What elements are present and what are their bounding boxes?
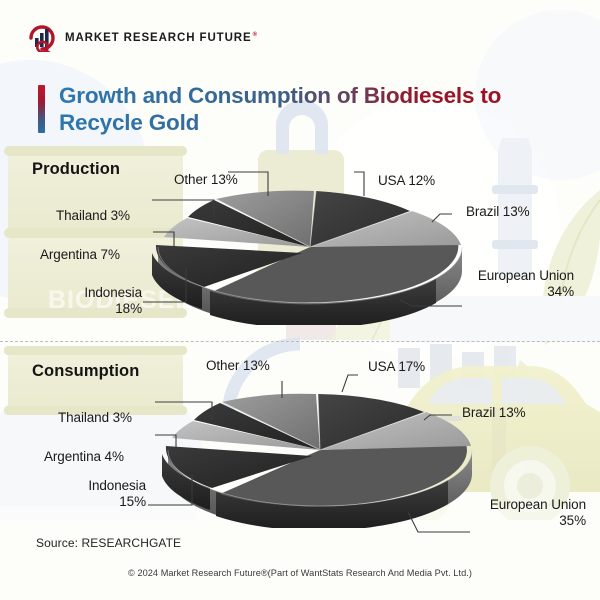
section-title-production: Production xyxy=(32,160,121,178)
callout-consumption-brazil: Brazil 13% xyxy=(462,405,526,420)
callout-production-argentina: Argentina 7% xyxy=(40,247,120,262)
section-title-consumption: Consumption xyxy=(32,362,140,380)
callout-consumption-european-union-value: 35% xyxy=(559,512,586,528)
callout-consumption-argentina: Argentina 4% xyxy=(44,449,124,464)
brand-name: MARKET RESEARCH FUTURE® xyxy=(65,32,258,44)
registered-mark: ® xyxy=(252,32,258,39)
brand-logo[interactable]: MARKET RESEARCH FUTURE® xyxy=(28,24,258,56)
pie-chart-production xyxy=(150,175,470,325)
callout-production-european-union: European Union 34% xyxy=(434,268,574,300)
callout-consumption-indonesia-value: 15% xyxy=(119,493,146,509)
callout-production-indonesia-value: 18% xyxy=(115,300,142,316)
callout-consumption-indonesia: Indonesia 15% xyxy=(34,478,146,510)
callout-production-thailand: Thailand 3% xyxy=(56,208,130,223)
bar-chart-magnifier-icon xyxy=(28,24,58,56)
page-title: Growth and Consumption of Biodiesels to … xyxy=(59,82,578,137)
callout-consumption-other: Other 13% xyxy=(206,358,270,373)
page-header: MARKET RESEARCH FUTURE® xyxy=(0,0,600,72)
pie-chart-consumption xyxy=(160,378,480,528)
title-accent-bar xyxy=(38,85,45,133)
callout-production-indonesia: Indonesia 18% xyxy=(30,285,142,317)
callout-consumption-thailand: Thailand 3% xyxy=(58,410,132,425)
callout-consumption-european-union: European Union 35% xyxy=(438,497,586,529)
callout-production-european-union-value: 34% xyxy=(547,283,574,299)
section-divider xyxy=(0,341,600,342)
callout-consumption-indonesia-name: Indonesia xyxy=(88,478,146,493)
callout-production-indonesia-name: Indonesia xyxy=(84,285,142,300)
callout-production-brazil: Brazil 13% xyxy=(466,204,530,219)
callout-consumption-usa: USA 17% xyxy=(368,359,426,374)
callout-consumption-european-union-name: European Union xyxy=(489,497,586,512)
copyright-note: © 2024 Market Research Future®(Part of W… xyxy=(128,568,472,578)
title-block: Growth and Consumption of Biodiesels to … xyxy=(38,82,578,137)
brand-name-text: MARKET RESEARCH FUTURE xyxy=(65,32,252,44)
callout-production-european-union-name: European Union xyxy=(477,268,574,283)
callout-production-other: Other 13% xyxy=(174,172,238,187)
source-note: Source: RESEARCHGATE xyxy=(36,536,182,550)
callout-production-usa: USA 12% xyxy=(378,173,436,188)
